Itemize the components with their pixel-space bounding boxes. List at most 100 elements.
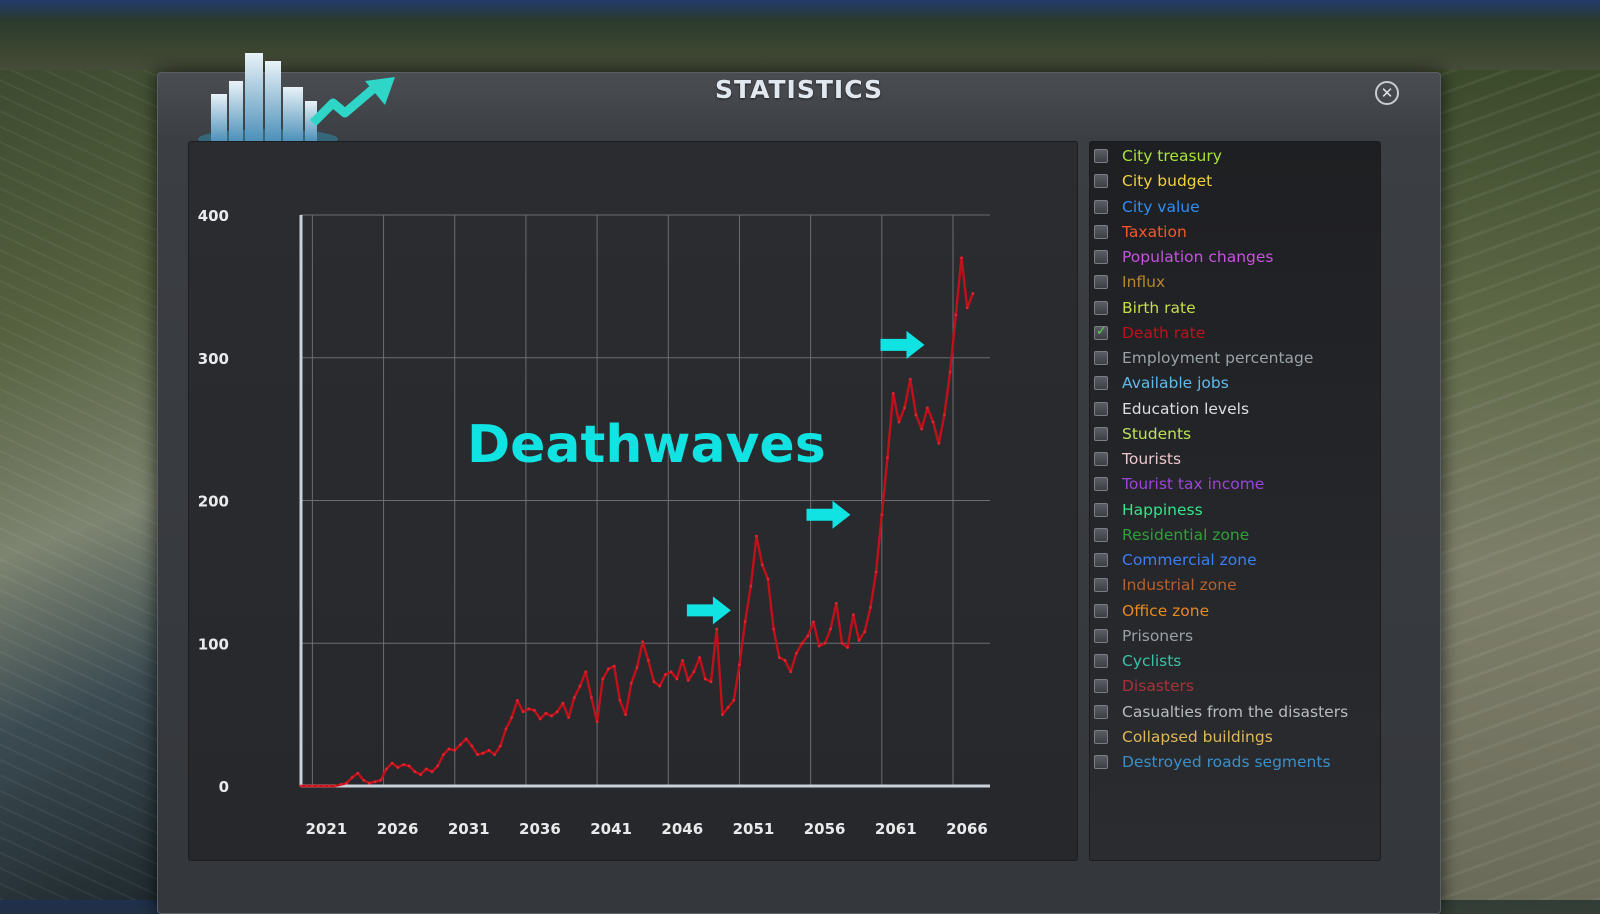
- legend-checkbox[interactable]: [1094, 502, 1108, 517]
- data-point: [965, 306, 969, 310]
- data-point: [470, 744, 474, 748]
- legend-panel: City treasury City budget City value Taxati…: [1089, 141, 1381, 861]
- data-point: [441, 753, 445, 756]
- legend-item-commercial-zone[interactable]: Commercial zone: [1090, 548, 1380, 572]
- data-point: [362, 778, 366, 782]
- legend-item-tourists[interactable]: Tourists: [1090, 447, 1380, 471]
- data-point: [481, 751, 485, 755]
- data-point: [590, 696, 593, 699]
- legend-checkbox[interactable]: [1094, 174, 1108, 189]
- legend-item-education-levels[interactable]: Education levels: [1090, 397, 1380, 421]
- legend-checkbox[interactable]: [1094, 578, 1108, 593]
- legend-item-prisoners[interactable]: Prisoners: [1090, 624, 1380, 648]
- legend-checkbox[interactable]: [1094, 224, 1108, 239]
- legend-checkbox[interactable]: [1094, 300, 1108, 315]
- data-point: [863, 630, 867, 634]
- legend-item-happiness[interactable]: Happiness: [1090, 498, 1380, 522]
- data-point: [823, 641, 827, 645]
- data-point: [869, 606, 872, 609]
- legend-item-death-rate[interactable]: Death rate: [1090, 321, 1380, 345]
- data-point: [601, 677, 605, 681]
- data-point: [800, 641, 804, 645]
- data-point: [692, 670, 696, 674]
- data-point: [436, 764, 440, 768]
- legend-item-birth-rate[interactable]: Birth rate: [1090, 296, 1380, 320]
- legend-item-city-treasury[interactable]: City treasury: [1090, 144, 1380, 168]
- data-point: [561, 701, 565, 705]
- x-tick-label: 2031: [448, 820, 490, 838]
- legend-item-residential-zone[interactable]: Residential zone: [1090, 523, 1380, 547]
- legend-label: Commercial zone: [1122, 551, 1257, 569]
- data-point: [345, 781, 348, 785]
- legend-item-taxation[interactable]: Taxation: [1090, 220, 1380, 244]
- legend-checkbox[interactable]: [1094, 755, 1108, 769]
- legend-item-students[interactable]: Students: [1090, 422, 1380, 446]
- legend-checkbox[interactable]: [1094, 426, 1108, 441]
- close-button[interactable]: ✕: [1375, 81, 1399, 105]
- legend-item-employment-percentage[interactable]: Employment percentage: [1090, 346, 1380, 370]
- legend-checkbox[interactable]: [1094, 324, 1108, 340]
- data-point: [749, 584, 753, 588]
- data-point: [487, 748, 491, 752]
- data-point: [333, 784, 337, 788]
- legend-checkbox[interactable]: [1094, 654, 1108, 668]
- legend-checkbox[interactable]: [1094, 401, 1108, 416]
- legend-item-influx[interactable]: Influx: [1090, 270, 1380, 294]
- data-point: [510, 716, 514, 719]
- data-point: [373, 780, 377, 784]
- legend-item-cyclists[interactable]: Cyclists: [1090, 649, 1380, 673]
- legend-label: Tourist tax income: [1122, 475, 1265, 494]
- data-point: [817, 644, 821, 648]
- legend-item-casualties-from-the-disasters[interactable]: Casualties from the disasters: [1090, 700, 1380, 724]
- data-point: [635, 666, 639, 669]
- legend-checkbox[interactable]: [1094, 376, 1108, 391]
- data-point: [886, 456, 889, 460]
- data-point: [424, 767, 428, 771]
- x-tick-label: 2041: [590, 820, 632, 838]
- legend-item-collapsed-buildings[interactable]: Collapsed buildings: [1090, 725, 1380, 749]
- annotation-arrow: [686, 596, 731, 625]
- data-point: [385, 767, 388, 771]
- data-point: [925, 406, 929, 410]
- legend-checkbox[interactable]: [1094, 452, 1108, 466]
- legend-checkbox[interactable]: [1094, 527, 1108, 542]
- legend-item-destroyed-roads-segments[interactable]: Destroyed roads segments: [1090, 750, 1380, 774]
- data-point: [783, 658, 787, 662]
- legend-checkbox[interactable]: [1094, 199, 1108, 214]
- legend-item-disasters[interactable]: Disasters: [1090, 674, 1380, 698]
- legend-item-office-zone[interactable]: Office zone: [1090, 599, 1380, 623]
- legend-item-city-budget[interactable]: City budget: [1090, 169, 1380, 193]
- x-tick-label: 2021: [306, 820, 348, 838]
- legend-label: Disasters: [1122, 677, 1194, 696]
- legend-label: Cyclists: [1122, 652, 1182, 670]
- legend-item-tourist-tax-income[interactable]: Tourist tax income: [1090, 472, 1380, 496]
- data-point: [624, 713, 627, 717]
- data-point: [595, 720, 599, 724]
- data-point: [874, 570, 878, 574]
- legend-checkbox[interactable]: [1094, 603, 1108, 618]
- legend-item-available-jobs[interactable]: Available jobs: [1090, 371, 1380, 395]
- legend-checkbox[interactable]: [1094, 679, 1108, 694]
- legend-checkbox[interactable]: [1094, 628, 1108, 643]
- data-point: [686, 678, 690, 682]
- legend-checkbox[interactable]: [1094, 704, 1108, 719]
- annotation-arrow: [806, 500, 851, 529]
- legend-checkbox[interactable]: [1094, 149, 1108, 163]
- legend-item-city-value[interactable]: City value: [1090, 195, 1380, 219]
- legend-item-population-changes[interactable]: Population changes: [1090, 245, 1380, 269]
- legend-checkbox[interactable]: [1094, 477, 1108, 492]
- data-point: [732, 698, 736, 702]
- data-point: [476, 753, 479, 756]
- legend-checkbox[interactable]: [1094, 275, 1108, 290]
- data-point: [908, 377, 912, 381]
- data-point: [629, 681, 633, 685]
- legend-checkbox[interactable]: [1094, 351, 1108, 365]
- legend-item-industrial-zone[interactable]: Industrial zone: [1090, 573, 1380, 597]
- legend-checkbox[interactable]: [1094, 729, 1108, 744]
- data-point: [305, 784, 309, 788]
- data-point: [578, 684, 582, 688]
- data-point: [464, 737, 468, 741]
- data-point: [891, 392, 895, 395]
- legend-checkbox[interactable]: [1094, 250, 1108, 264]
- legend-checkbox[interactable]: [1094, 553, 1108, 567]
